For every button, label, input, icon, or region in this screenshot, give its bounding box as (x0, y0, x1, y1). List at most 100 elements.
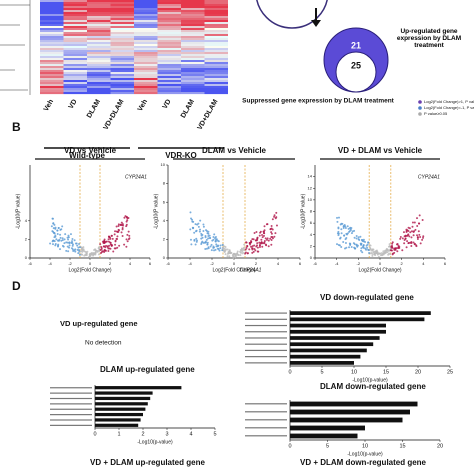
heat-cell (110, 68, 134, 71)
heat-cell (134, 34, 158, 37)
bar (95, 423, 139, 427)
volcano-dot (384, 249, 387, 252)
y-tick-label: 4 (163, 218, 166, 223)
heat-cell (40, 14, 64, 17)
volcano-dot (340, 228, 343, 231)
x-tick-label: 5 (213, 431, 216, 437)
x-tick-label: 10 (351, 369, 357, 375)
heat-cell (110, 34, 134, 37)
heat-cell (63, 86, 87, 89)
volcano-dot (189, 228, 192, 231)
heat-cell (181, 60, 205, 63)
volcano-dot (219, 244, 222, 247)
heat-cell (87, 12, 111, 15)
heat-cell (63, 32, 87, 35)
volcano-dot (194, 223, 197, 226)
heat-cell (63, 90, 87, 93)
volcano-dot (336, 243, 339, 246)
volcano-dot (204, 248, 207, 251)
heat-cell (204, 8, 228, 11)
volcano-dot (212, 236, 215, 239)
volcano-dot (54, 234, 57, 237)
volcano-dot (65, 249, 68, 252)
group-label: Wild-type (69, 151, 105, 160)
volcano-dot (113, 233, 116, 236)
heat-cell (40, 50, 64, 53)
heat-cell (204, 74, 228, 77)
heat-cell (110, 44, 134, 47)
volcano-dot (81, 253, 84, 256)
volcano-dot (223, 250, 226, 253)
volcano-dot (244, 248, 247, 251)
heat-cell (134, 82, 158, 85)
heat-cell (110, 80, 134, 83)
x-tick-label: -6 (28, 261, 32, 266)
volcano-dot (75, 242, 78, 245)
volcano-dot (98, 247, 101, 250)
volcano-dot (252, 250, 255, 253)
heat-cell (87, 42, 111, 45)
heat-cell (134, 76, 158, 79)
volcano-dot (378, 252, 381, 255)
bar (290, 354, 361, 359)
heat-cell (204, 42, 228, 45)
volcano-dot (228, 255, 231, 258)
heat-cell (110, 84, 134, 87)
volcano-dot (364, 247, 367, 250)
heat-cell (63, 78, 87, 81)
volcano-dot (104, 240, 107, 243)
heat-cell (134, 84, 158, 87)
volcano-dot (357, 236, 360, 239)
heat-cell (110, 62, 134, 65)
volcano-dot (68, 241, 71, 244)
enrich-title: VD + DLAM down-regulated gene (300, 458, 427, 467)
volcano-dot (121, 235, 124, 238)
heat-cell (87, 56, 111, 59)
heat-cell (157, 68, 181, 71)
volcano-dot (413, 242, 416, 245)
volcano-dot (66, 241, 69, 244)
heat-cell (157, 34, 181, 37)
volcano-dot (194, 243, 197, 246)
heat-cell (87, 40, 111, 43)
heat-cell (40, 28, 64, 31)
x-tick-label: -4 (48, 261, 52, 266)
volcano-dot (248, 248, 251, 251)
heat-cell (181, 20, 205, 23)
volcano-dot (397, 244, 400, 247)
heat-cell (40, 32, 64, 35)
heat-cell (157, 26, 181, 29)
legend-label: P value≥0.05 (424, 111, 448, 116)
volcano-dot (241, 252, 244, 255)
term-label-placeholder (245, 419, 287, 421)
heat-cell (134, 70, 158, 73)
volcano-dot (228, 249, 231, 252)
heat-cell (63, 6, 87, 9)
heat-cell (157, 14, 181, 17)
heat-cell (87, 66, 111, 69)
axes (167, 165, 300, 259)
volcano-dot (406, 229, 409, 232)
term-label-placeholder (50, 392, 92, 394)
bar (95, 418, 141, 422)
heat-cell (40, 26, 64, 29)
volcano-dot (412, 241, 415, 244)
venn-top-circle (256, 0, 328, 29)
heat-cell (181, 50, 205, 53)
volcano-dot (416, 217, 419, 220)
heat-cell (110, 6, 134, 9)
heat-cell (134, 56, 158, 59)
term-label-placeholder (245, 337, 287, 339)
x-tick-label: 0 (89, 261, 92, 266)
heat-cell (63, 8, 87, 11)
volcano-dot (256, 246, 259, 249)
volcano-dot (253, 244, 256, 247)
volcano-dot (56, 233, 59, 236)
heat-cell (204, 46, 228, 49)
volcano-dot (67, 250, 70, 253)
volcano-dot (67, 234, 70, 237)
legend-swatch (418, 106, 422, 110)
volcano-dot (243, 251, 246, 254)
volcano-dot (206, 241, 209, 244)
